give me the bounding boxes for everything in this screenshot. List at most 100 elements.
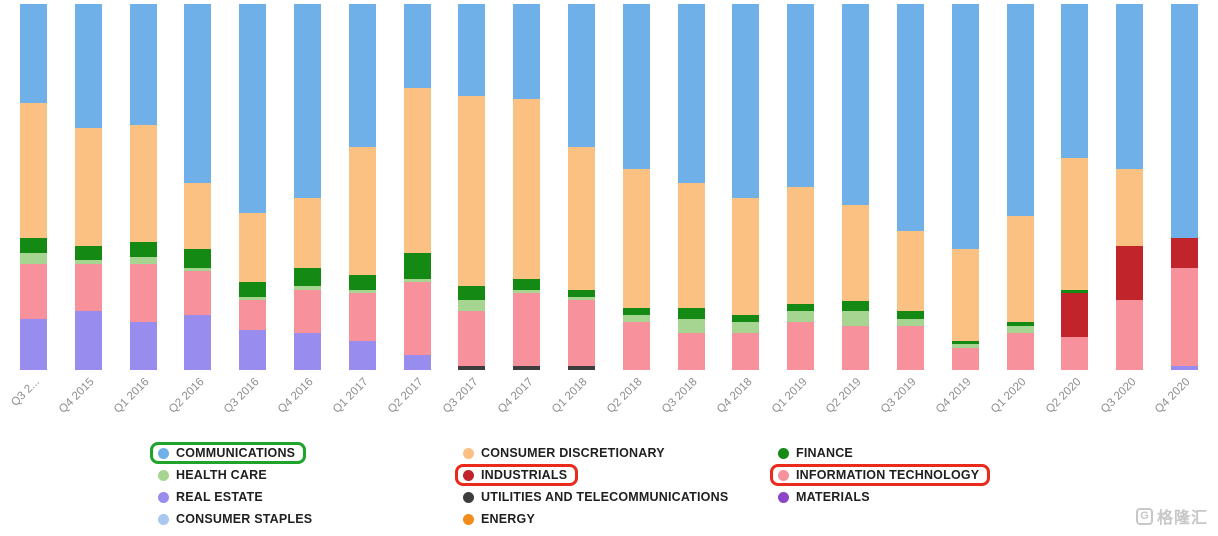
segment-communications: [239, 4, 267, 213]
x-axis-label: Q1 2019: [769, 376, 810, 416]
legend-label: CONSUMER STAPLES: [176, 512, 313, 526]
segment-finance: [1006, 322, 1034, 327]
x-axis-label: Q3 2018: [659, 376, 700, 416]
segment-information-technology: [951, 348, 979, 370]
bar-slot: [280, 4, 335, 370]
red-highlight-box: INDUSTRIALS: [455, 464, 579, 486]
bar-slot: [170, 4, 225, 370]
x-axis-label-slot: Q2 2018: [605, 374, 664, 436]
x-axis-label-slot: Q4 2018: [715, 374, 774, 436]
legend-label: MATERIALS: [796, 490, 870, 504]
stacked-bar: [458, 4, 486, 370]
x-axis-label-slot: Q2 2017: [386, 374, 445, 436]
legend-item-consumer-staples[interactable]: CONSUMER STAPLES: [150, 508, 455, 530]
legend-entry: ENERGY: [455, 508, 546, 530]
legend-entry: FINANCE: [770, 442, 864, 464]
bar-slot: [61, 4, 116, 370]
legend-item-finance[interactable]: FINANCE: [770, 442, 990, 464]
x-axis-label: Q3 2020: [1098, 376, 1139, 416]
segment-finance: [896, 311, 924, 319]
x-axis-label-slot: Q1 2020: [989, 374, 1048, 436]
segment-health-care: [677, 318, 705, 334]
bar-slot: [554, 4, 609, 370]
legend-item-energy[interactable]: ENERGY: [455, 508, 770, 530]
bar-slot: [993, 4, 1048, 370]
segment-finance: [513, 278, 541, 290]
segment-health-care: [896, 318, 924, 327]
x-axis-label: Q2 2016: [166, 376, 207, 416]
stacked-bar: [732, 4, 760, 370]
legend-entry: REAL ESTATE: [150, 486, 274, 508]
segment-health-care: [129, 256, 157, 264]
bar-slot: [828, 4, 883, 370]
legend-item-industrials[interactable]: INDUSTRIALS: [455, 464, 770, 486]
segment-finance: [348, 274, 376, 290]
segment-communications: [19, 4, 47, 103]
legend-dot-real-estate: [158, 491, 169, 503]
stacked-bar: [293, 4, 321, 370]
segment-consumer-discretionary: [513, 99, 541, 279]
legend-item-utilities-and-telecommunications[interactable]: UTILITIES AND TELECOMMUNICATIONS: [455, 486, 770, 508]
x-axis-label: Q2 2019: [824, 376, 865, 416]
x-axis-label-slot: Q1 2017: [331, 374, 390, 436]
segment-communications: [403, 4, 431, 89]
bar-slot: [116, 4, 171, 370]
segment-information-technology: [732, 333, 760, 370]
segment-communications: [129, 4, 157, 125]
legend-item-health-care[interactable]: HEALTH CARE: [150, 464, 455, 486]
segment-finance: [568, 289, 596, 297]
legend-entry: CONSUMER STAPLES: [150, 508, 323, 530]
legend-dot-finance: [778, 447, 789, 459]
segment-health-care: [293, 285, 321, 290]
segment-health-care: [19, 252, 47, 264]
x-axis-label-slot: Q3 2017: [441, 374, 500, 436]
segment-information-technology: [74, 263, 102, 312]
segment-real-estate: [129, 322, 157, 370]
segment-health-care: [622, 315, 650, 323]
bar-slot: [1157, 4, 1212, 370]
segment-health-care: [239, 296, 267, 301]
x-axis-label-slot: Q2 2016: [166, 374, 225, 436]
segment-information-technology: [1116, 300, 1144, 370]
legend-item-communications[interactable]: COMMUNICATIONS: [150, 442, 455, 464]
segment-health-care: [732, 322, 760, 334]
segment-health-care: [74, 260, 102, 264]
stacked-bar: [19, 4, 47, 370]
segment-communications: [348, 4, 376, 147]
segment-consumer-discretionary: [348, 146, 376, 275]
segment-consumer-discretionary: [19, 102, 47, 239]
bar-slot: [773, 4, 828, 370]
segment-health-care: [568, 296, 596, 301]
segment-finance: [1061, 289, 1089, 294]
segment-information-technology: [293, 289, 321, 334]
segment-consumer-discretionary: [677, 183, 705, 308]
segment-information-technology: [622, 322, 650, 370]
legend-label: INFORMATION TECHNOLOGY: [796, 468, 980, 482]
segment-finance: [293, 267, 321, 286]
segment-consumer-discretionary: [842, 205, 870, 301]
legend-item-consumer-discretionary[interactable]: CONSUMER DISCRETIONARY: [455, 442, 770, 464]
legend-dot-industrials: [463, 469, 474, 481]
legend-label: UTILITIES AND TELECOMMUNICATIONS: [481, 490, 729, 504]
x-axis-label: Q3 2019: [879, 376, 919, 416]
legend-label: FINANCE: [796, 446, 853, 460]
segment-communications: [1116, 4, 1144, 169]
watermark-text: 格隆汇: [1156, 510, 1208, 527]
stacked-bar: [568, 4, 596, 370]
x-axis-label: Q4 2020: [1153, 376, 1193, 416]
segment-information-technology: [1061, 337, 1089, 370]
segment-communications: [1061, 4, 1089, 158]
segment-industrials: [1116, 245, 1144, 301]
x-axis-label-slot: Q1 2019: [769, 374, 828, 436]
legend-item-materials[interactable]: MATERIALS: [770, 486, 990, 508]
legend-item-real-estate[interactable]: REAL ESTATE: [150, 486, 455, 508]
segment-health-care: [458, 300, 486, 312]
x-axis-label-slot: Q2 2019: [824, 374, 883, 436]
segment-consumer-discretionary: [129, 124, 157, 242]
segment-real-estate: [19, 318, 47, 370]
x-axis-label-slot: Q3 2019: [879, 374, 938, 436]
bar-slot: [390, 4, 445, 370]
legend-item-information-technology[interactable]: INFORMATION TECHNOLOGY: [770, 464, 991, 486]
legend-label: HEALTH CARE: [176, 468, 267, 482]
segment-communications: [513, 4, 541, 100]
